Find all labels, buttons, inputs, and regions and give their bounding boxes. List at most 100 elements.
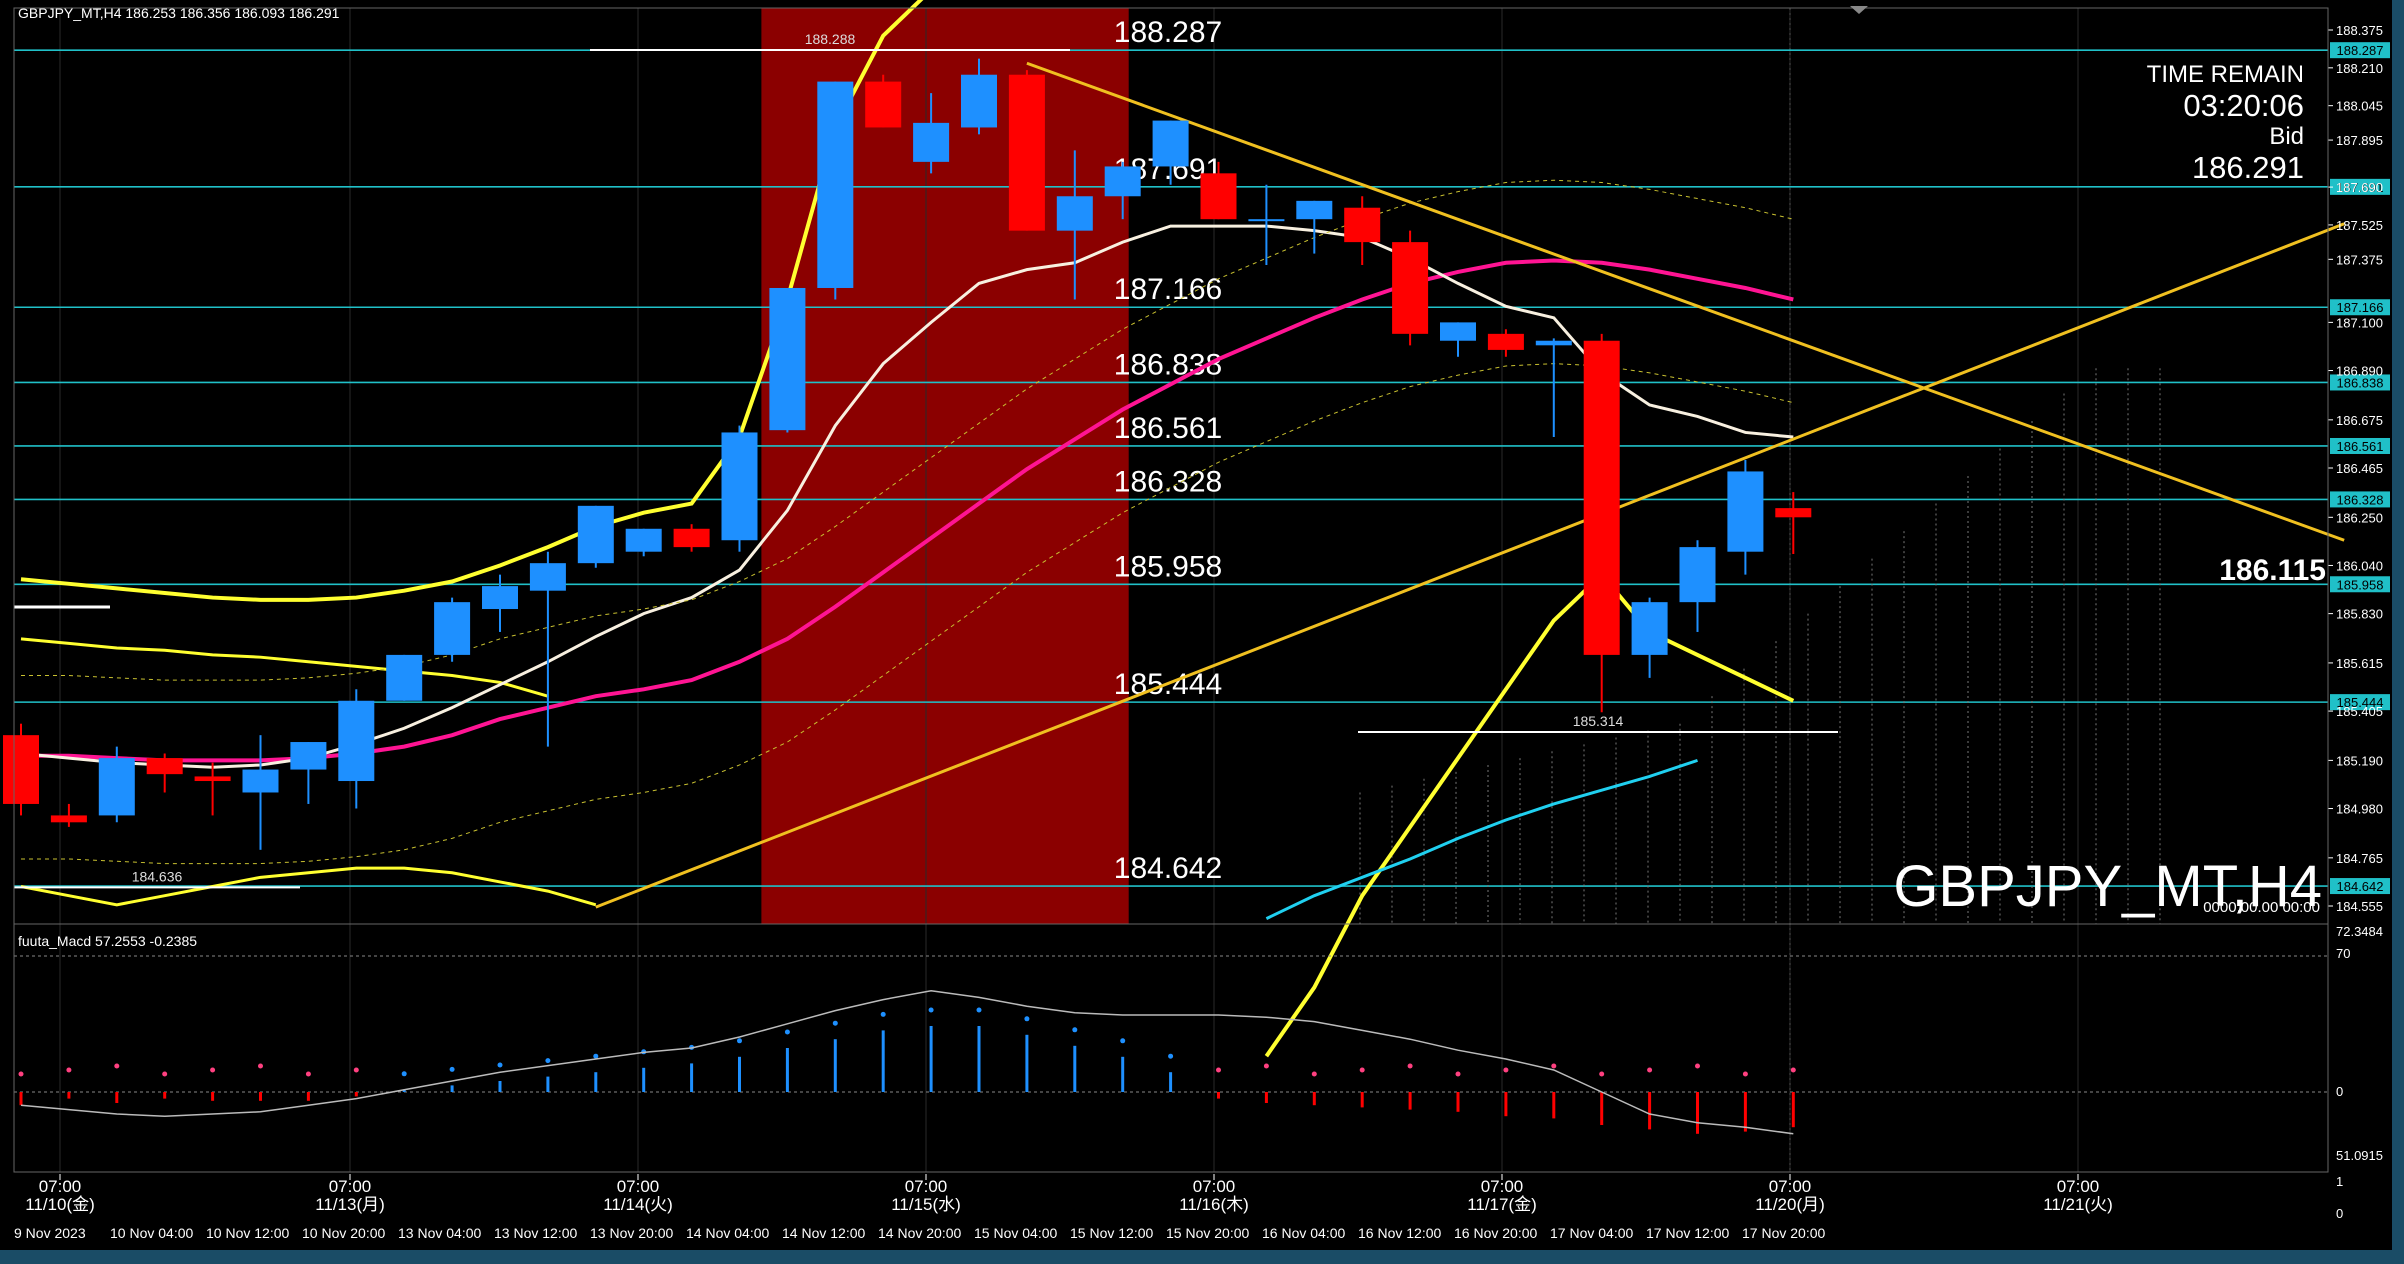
date-label: 15 Nov 04:00	[974, 1225, 1057, 1241]
macd-dot	[880, 1011, 886, 1017]
time-tick-hour: 07:00	[1193, 1177, 1236, 1196]
level-tag-label: 184.642	[2337, 879, 2384, 894]
time-tick-hour: 07:00	[1769, 1177, 1812, 1196]
axis-label: 186.465	[2336, 461, 2383, 476]
level-tag-label: 186.561	[2337, 439, 2384, 454]
time-remain-label: TIME REMAIN	[2147, 61, 2304, 88]
time-tick-hour: 07:00	[2057, 1177, 2100, 1196]
level-tag	[2330, 299, 2390, 316]
level-tag	[2330, 374, 2390, 391]
time-tick-hour: 07:00	[1481, 1177, 1524, 1196]
time-tick-day: 11/13(月)	[315, 1195, 385, 1214]
axis-label: 187.895	[2336, 133, 2383, 148]
level-tag	[2330, 878, 2390, 895]
macd-dot	[66, 1067, 72, 1073]
macd-dot	[1024, 1016, 1030, 1022]
macd-dot	[593, 1053, 599, 1059]
macd-dot	[1263, 1063, 1269, 1069]
bid-label: Bid	[2269, 123, 2304, 150]
right-bar	[2392, 0, 2404, 1264]
level-tag	[2330, 694, 2390, 711]
axis-label: 186.250	[2336, 510, 2383, 525]
annotations: 188.288 185.314 184.636	[14, 31, 1838, 889]
axis-label: 185.615	[2336, 656, 2383, 671]
level-label: 186.328	[1114, 465, 1222, 498]
candle-body	[386, 654, 423, 701]
scroll-marker-icon[interactable]	[1850, 6, 1868, 14]
date-label: 13 Nov 04:00	[398, 1225, 481, 1241]
level-label: 188.287	[1114, 16, 1222, 49]
macd-dot	[401, 1071, 407, 1077]
axis-label: 184.765	[2336, 851, 2383, 866]
candle-body	[434, 602, 471, 655]
zero-time-text: 0000.00.00 00:00	[2203, 899, 2320, 916]
candles	[3, 58, 1812, 850]
date-label: 9 Nov 2023	[14, 1225, 86, 1241]
axis-label: 187.525	[2336, 218, 2383, 233]
thin-band-upper	[21, 179, 1794, 681]
macd-dot	[545, 1058, 551, 1064]
level-label: 187.166	[1114, 273, 1222, 306]
candle-body	[290, 742, 327, 770]
macd-dot	[497, 1062, 503, 1068]
axis-label: 184.980	[2336, 802, 2383, 817]
candle-body	[1535, 340, 1572, 346]
candle-body	[721, 432, 758, 541]
time-tick-hour: 07:00	[329, 1177, 372, 1196]
candle-body	[338, 700, 375, 782]
candle-body	[913, 122, 950, 162]
date-label: 10 Nov 20:00	[302, 1225, 385, 1241]
level-tag-label: 187.166	[2337, 300, 2384, 315]
level-label: 185.958	[1114, 550, 1222, 583]
bid-value: 186.291	[2192, 150, 2304, 185]
level-tag	[2330, 576, 2390, 593]
date-label: 13 Nov 12:00	[494, 1225, 577, 1241]
macd-dot	[162, 1071, 168, 1077]
macd-dot	[737, 1038, 742, 1044]
axis-label: 185.830	[2336, 607, 2383, 622]
current-price-tag: 186.115	[2219, 554, 2326, 587]
candle-body	[482, 586, 518, 610]
level-tag	[2330, 178, 2390, 195]
time-tick-day: 11/21(火)	[2043, 1195, 2113, 1214]
date-label: 14 Nov 04:00	[686, 1225, 769, 1241]
candle-body	[3, 735, 39, 804]
level-tag-label: 185.444	[2337, 695, 2384, 710]
candle-body	[673, 528, 710, 548]
candle-body	[529, 563, 566, 591]
candle-body	[1679, 547, 1716, 603]
macd-dot	[305, 1071, 311, 1077]
axis-label: 187.375	[2336, 252, 2383, 267]
macd-signal-line	[20, 990, 1794, 1135]
candle-body	[577, 505, 614, 564]
axis-label: 184.555	[2336, 899, 2383, 914]
axis-label: 186.890	[2336, 364, 2383, 379]
macd-scale-label: 0	[2336, 1206, 2343, 1221]
candle-body	[1583, 340, 1620, 655]
time-axis: 07:0011/10(金)07:0011/13(月)07:0011/14(火)0…	[14, 1174, 2343, 1241]
candle-body	[1200, 173, 1237, 220]
candle-body	[98, 758, 135, 816]
candle-body	[1392, 242, 1429, 334]
thin-band-lower	[21, 363, 1794, 865]
axis-label: 186.675	[2336, 413, 2383, 428]
level-tag-label: 186.328	[2337, 492, 2384, 507]
time-tick-day: 11/15(水)	[891, 1195, 961, 1214]
macd-dot	[784, 1029, 790, 1035]
axis-label: 188.210	[2336, 61, 2383, 76]
level-tag	[2330, 42, 2390, 59]
bottom-bar	[0, 1250, 2404, 1264]
axis-label: 187.100	[2336, 315, 2383, 330]
candle-body	[1248, 219, 1285, 222]
macd-axis-label: 72.3484	[2336, 924, 2383, 939]
date-label: 17 Nov 04:00	[1550, 1225, 1633, 1241]
macd-dot	[1695, 1063, 1700, 1069]
date-label: 10 Nov 04:00	[110, 1225, 193, 1241]
candle-body	[961, 74, 997, 128]
macd-dot	[1120, 1038, 1126, 1044]
indicator-label: fuuta_Macd 57.2553 -0.2385	[18, 933, 197, 949]
candle-body	[1104, 166, 1141, 197]
macd-dot	[1216, 1067, 1221, 1073]
band-lower-2	[20, 866, 597, 907]
